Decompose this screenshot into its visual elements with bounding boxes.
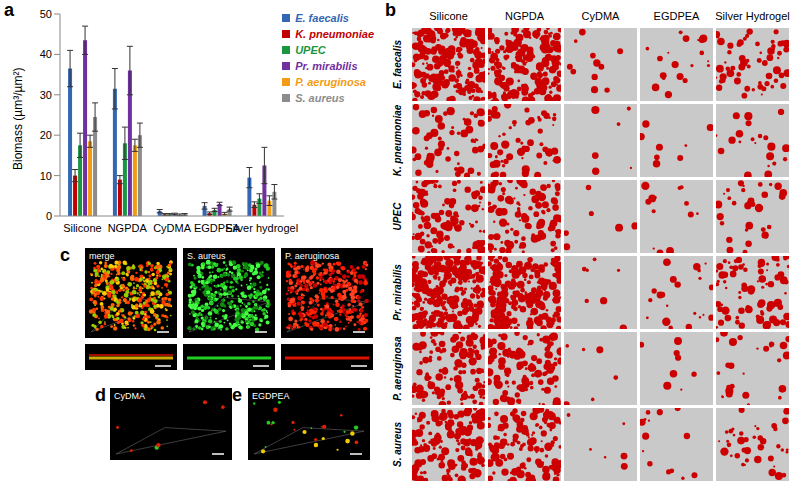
html-text:c: c [60, 245, 70, 265]
svg-text:NGPDA: NGPDA [108, 222, 148, 234]
svg-text:Silicone: Silicone [429, 10, 468, 22]
svg-text:Silver Hydrogel: Silver Hydrogel [715, 10, 790, 22]
svg-text:EGDPEA: EGDPEA [252, 391, 290, 401]
svg-text:S. aureus: S. aureus [392, 422, 403, 467]
html-text:S. aureus: S. aureus [295, 92, 345, 104]
svg-text:Silver hydrogel: Silver hydrogel [225, 222, 298, 234]
svg-text:Pr. mirabilis: Pr. mirabilis [392, 264, 403, 321]
svg-text:UPEC: UPEC [392, 202, 403, 231]
svg-text:NGPDA: NGPDA [505, 10, 545, 22]
svg-text:Silicone: Silicone [63, 222, 102, 234]
html-text:e: e [232, 385, 242, 405]
svg-text:0: 0 [46, 210, 52, 222]
svg-text:CyDMA: CyDMA [582, 10, 621, 22]
html-text:E. faecalis: E. faecalis [295, 12, 349, 24]
html-text:d: d [95, 385, 106, 405]
svg-text:EGDPEA: EGDPEA [194, 221, 240, 234]
svg-text:40: 40 [40, 48, 52, 60]
html-text:K. pneumoniae: K. pneumoniae [295, 28, 374, 40]
svg-text:P. aeruginosa: P. aeruginosa [392, 336, 403, 401]
svg-text:10: 10 [40, 170, 52, 182]
svg-text:20: 20 [40, 129, 52, 141]
svg-text:50: 50 [40, 8, 52, 20]
html-text:P. aeruginosa: P. aeruginosa [295, 76, 366, 88]
svg-text:E. faecalis: E. faecalis [392, 40, 403, 89]
svg-text:CyDMA: CyDMA [153, 222, 192, 234]
svg-text:K. pneumoniae: K. pneumoniae [392, 104, 403, 176]
svg-text:EGDPEA: EGDPEA [654, 10, 701, 22]
svg-text:merge: merge [89, 251, 115, 261]
html-text:b: b [385, 0, 396, 20]
html-text:Pr. mirabilis: Pr. mirabilis [295, 60, 358, 72]
svg-text:P. aeruginosa: P. aeruginosa [285, 251, 339, 261]
svg-text:30: 30 [40, 89, 52, 101]
svg-text:CyDMA: CyDMA [114, 391, 145, 401]
html-text:UPEC: UPEC [295, 44, 326, 56]
html-text:a: a [4, 0, 14, 20]
svg-text:S. aureus: S. aureus [187, 251, 226, 261]
svg-text:Biomass (µm³/µm²): Biomass (µm³/µm²) [11, 68, 25, 171]
